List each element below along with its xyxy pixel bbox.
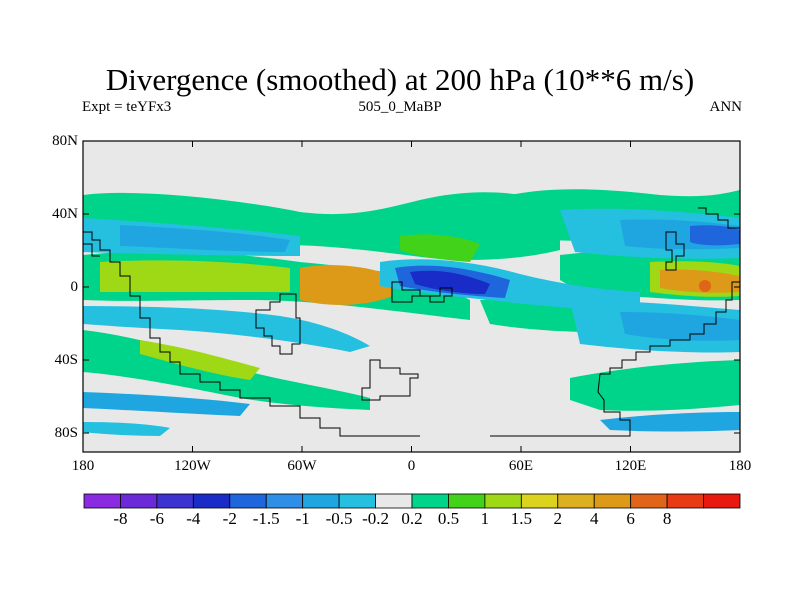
colorbar-label: 6 <box>626 509 635 528</box>
coastline <box>83 243 100 257</box>
coastline <box>665 231 685 271</box>
coastline <box>255 293 301 355</box>
lon-label-60w: 60W <box>287 458 317 474</box>
colorbar-box <box>192 493 231 509</box>
colorbar-label: -8 <box>113 509 128 528</box>
colorbar-box <box>630 493 668 509</box>
contour-band <box>100 260 290 292</box>
colorbar-label: 1.5 <box>510 509 532 528</box>
experiment-label: Expt = teYFx3 <box>82 99 172 115</box>
contour-band <box>83 306 370 352</box>
colorbar-box <box>156 493 194 509</box>
contour-band <box>570 360 740 411</box>
colorbar-box <box>265 493 304 509</box>
colorbar-box <box>120 493 158 509</box>
contour-band <box>410 270 490 294</box>
coastline <box>83 231 420 437</box>
coastline <box>698 207 740 229</box>
coastlines <box>83 207 740 437</box>
colorbar-box <box>338 493 376 509</box>
colorbar-label: 2 <box>553 509 563 528</box>
colorbar-label: -0.5 <box>325 509 353 528</box>
coastline <box>391 281 453 303</box>
contour-band <box>620 312 740 341</box>
colorbar-box <box>703 493 741 509</box>
colorbar-box <box>302 493 340 509</box>
contour-band <box>120 225 290 252</box>
colorbar-label: 0.2 <box>401 509 423 528</box>
contour-band <box>300 265 392 305</box>
colorbar-box <box>484 493 522 509</box>
coastline <box>600 281 740 375</box>
lon-label-120e: 120E <box>614 458 647 474</box>
lon-label-180e: 180 <box>728 458 752 474</box>
colorbar-box <box>375 493 413 509</box>
colorbar-box <box>83 493 121 509</box>
colorbar-box <box>593 493 632 509</box>
coastline <box>361 359 419 401</box>
contour-fields <box>83 189 740 436</box>
colorbar-box <box>557 493 595 509</box>
contour-band <box>140 340 260 380</box>
colorbar-label: -0.2 <box>362 509 389 528</box>
contour-band <box>690 225 740 246</box>
colorbar-box <box>520 493 559 509</box>
lat-label-40s: 40S <box>54 352 78 368</box>
case-label: 505_0_MaBP <box>358 99 442 115</box>
colorbar-label: 8 <box>662 509 672 528</box>
colorbar-box <box>229 493 267 509</box>
colorbar-label: 1 <box>480 509 490 528</box>
colorbar-box <box>666 493 704 509</box>
lon-label-0: 0 <box>407 458 416 474</box>
coastline <box>490 373 631 437</box>
contour-band <box>83 422 170 436</box>
colorbar-label: -1 <box>295 509 310 528</box>
lat-label-80n: 80N <box>52 133 78 149</box>
colorbar-label: 0.5 <box>437 509 460 528</box>
lon-label-60e: 60E <box>508 458 534 474</box>
contour-band <box>660 269 740 293</box>
colorbar-label: -1.5 <box>252 509 280 528</box>
colorbar-label: -2 <box>222 509 237 528</box>
colorbar-label: 4 <box>589 509 599 528</box>
contour-band <box>400 234 480 262</box>
colorbar-box <box>448 493 486 509</box>
contour-band <box>83 392 250 416</box>
colorbar-label: -4 <box>186 509 201 528</box>
lon-label-180w: 180 <box>71 458 95 474</box>
lat-label-80s: 80S <box>54 425 78 441</box>
lon-label-120w: 120W <box>174 458 211 474</box>
contour-max <box>699 280 711 292</box>
lat-label-0: 0 <box>70 279 79 295</box>
contour-band <box>600 412 740 432</box>
map-title: Divergence (smoothed) at 200 hPa (10**6 … <box>105 62 695 97</box>
axis-ticks <box>83 140 740 452</box>
colorbar-label: -6 <box>149 509 164 528</box>
colorbar <box>83 493 741 509</box>
lat-label-40n: 40N <box>52 206 78 222</box>
colorbar-box <box>411 493 449 509</box>
season-label: ANN <box>709 99 743 115</box>
